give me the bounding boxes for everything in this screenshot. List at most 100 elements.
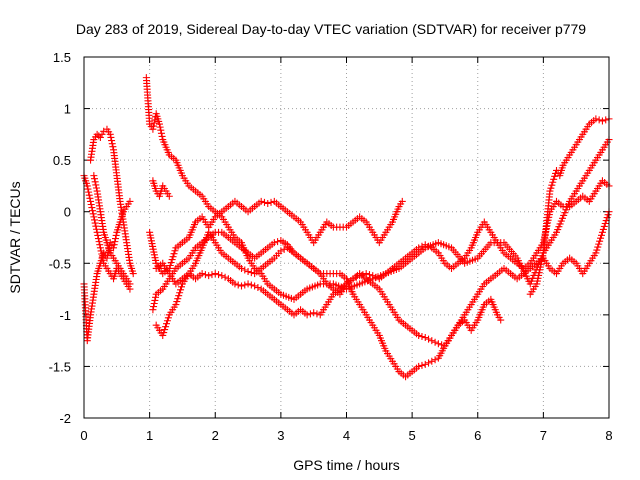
data-point [244, 280, 252, 288]
data-point [129, 270, 137, 278]
x-tick-label: 3 [277, 428, 284, 443]
data-point [98, 253, 106, 261]
data-point [421, 360, 429, 368]
data-point [550, 175, 558, 183]
data-point [365, 271, 373, 279]
data-point [600, 222, 608, 230]
data-point [602, 116, 610, 124]
data-point [548, 181, 556, 189]
data-point [160, 329, 168, 337]
plot-frame [83, 56, 610, 419]
data-point [95, 132, 103, 140]
data-point [431, 338, 439, 346]
data-point [91, 219, 99, 227]
data-point [175, 292, 183, 300]
data-point [90, 172, 98, 180]
data-point [97, 247, 105, 255]
data-point [218, 272, 226, 280]
data-point [421, 241, 429, 249]
x-tick-label: 0 [80, 428, 87, 443]
data-point [85, 191, 93, 199]
data-point [95, 238, 103, 246]
data-point [161, 326, 169, 334]
data-point [597, 234, 605, 242]
y-tick-label: -2 [59, 411, 71, 426]
data-point [438, 341, 446, 349]
series-arc-k [526, 115, 613, 298]
y-tick-label: -0.5 [49, 256, 71, 271]
series-arc-e [142, 74, 613, 303]
data-point [170, 250, 178, 258]
data-point [150, 119, 158, 127]
data-point [107, 133, 115, 141]
data-point [595, 116, 603, 124]
x-tick-label: 6 [474, 428, 481, 443]
data-point [418, 242, 426, 250]
data-point [172, 301, 180, 309]
data-point [398, 197, 406, 205]
data-point [155, 120, 163, 128]
data-point [150, 122, 158, 130]
y-tick-label: 1 [64, 102, 71, 117]
data-point [231, 280, 239, 288]
data-point [238, 282, 245, 290]
data-point [418, 333, 426, 341]
data-point [215, 271, 223, 279]
series-arc-f [146, 197, 406, 278]
data-point [594, 243, 602, 251]
data-point [369, 272, 377, 280]
data-point [98, 130, 106, 138]
data-point [108, 140, 116, 148]
data-point [260, 198, 268, 206]
data-point [547, 184, 555, 192]
data-point [126, 197, 134, 205]
data-point [90, 213, 98, 221]
data-point [112, 235, 119, 243]
data-point [152, 293, 160, 301]
data-point [221, 273, 229, 281]
data-point [94, 231, 102, 239]
data-point [164, 314, 172, 322]
data-point [166, 261, 174, 269]
data-point [158, 132, 166, 140]
data-point [208, 271, 216, 279]
data-point [599, 225, 607, 233]
data-point [254, 284, 262, 292]
data-point [428, 337, 436, 345]
series-arc-d [90, 172, 134, 288]
data-point [270, 239, 278, 247]
data-point [173, 298, 181, 306]
data-point [85, 188, 93, 196]
y-tick-label: 0.5 [53, 153, 71, 168]
y-axis-label: SDTVAR / TECUs [7, 181, 23, 293]
data-point [87, 197, 95, 205]
data-point [598, 231, 605, 239]
series-arc-b [80, 172, 134, 293]
data-point [92, 225, 100, 233]
data-point [604, 211, 612, 219]
data-point [598, 228, 606, 236]
data-point [211, 270, 219, 278]
x-tick-label: 8 [605, 428, 612, 443]
data-point [156, 123, 164, 131]
series-arc-i [152, 208, 613, 350]
data-point [96, 244, 104, 252]
data-point [277, 247, 285, 255]
data-point [421, 334, 429, 342]
data-point [163, 317, 171, 325]
data-point [247, 281, 255, 289]
y-tick-label: 0 [64, 205, 71, 220]
data-point [165, 192, 173, 200]
data-point [109, 143, 117, 151]
data-point [86, 194, 94, 202]
data-point [112, 231, 120, 239]
data-point [157, 129, 165, 137]
data-point [313, 310, 321, 318]
data-point [267, 198, 275, 206]
data-point [151, 116, 159, 124]
data-point [151, 296, 159, 304]
data-point [150, 303, 158, 311]
data-point [96, 133, 104, 141]
data-point [108, 137, 116, 145]
